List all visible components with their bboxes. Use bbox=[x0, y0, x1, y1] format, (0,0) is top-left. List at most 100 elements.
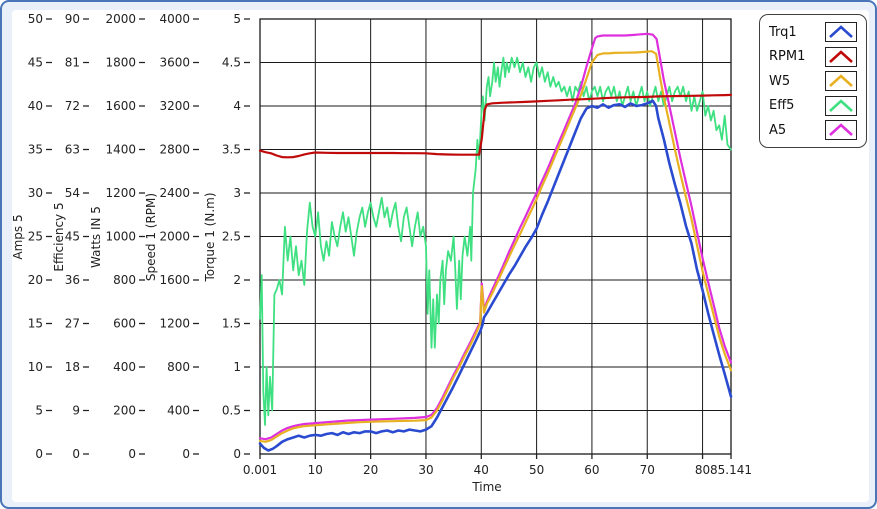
legend-label-rpm1: RPM1 bbox=[769, 49, 806, 64]
series-eff5 bbox=[259, 56, 732, 426]
svg-text:3.5: 3.5 bbox=[222, 143, 241, 157]
svg-text:2.5: 2.5 bbox=[222, 230, 241, 244]
svg-text:400: 400 bbox=[113, 360, 136, 374]
svg-text:1200: 1200 bbox=[105, 186, 136, 200]
svg-text:1000: 1000 bbox=[105, 230, 136, 244]
svg-text:30: 30 bbox=[28, 186, 43, 200]
svg-text:800: 800 bbox=[113, 273, 136, 287]
svg-text:1800: 1800 bbox=[105, 56, 136, 70]
svg-text:25: 25 bbox=[28, 230, 43, 244]
legend-item-a5[interactable]: A5 bbox=[769, 120, 857, 140]
svg-text:45: 45 bbox=[65, 230, 80, 244]
svg-text:Amps 5: Amps 5 bbox=[11, 214, 25, 259]
svg-text:20: 20 bbox=[363, 463, 378, 477]
legend-item-w5[interactable]: W5 bbox=[769, 71, 857, 91]
legend-label-a5: A5 bbox=[769, 122, 787, 138]
svg-text:Watts IN 5: Watts IN 5 bbox=[89, 206, 103, 268]
svg-text:2000: 2000 bbox=[159, 230, 190, 244]
svg-text:1400: 1400 bbox=[105, 143, 136, 157]
svg-text:80: 80 bbox=[695, 463, 710, 477]
legend-item-rpm1[interactable]: RPM1 bbox=[769, 46, 857, 67]
svg-text:9: 9 bbox=[72, 404, 80, 418]
svg-text:40: 40 bbox=[28, 99, 43, 113]
y-axis-watts: 0 200 400 600 800 1000 1200 1400 1600 1800 2000 Wat… bbox=[89, 12, 145, 461]
legend-line-sample-trq1 bbox=[825, 22, 857, 42]
svg-text:72: 72 bbox=[65, 99, 80, 113]
svg-text:Efficiency 5: Efficiency 5 bbox=[52, 202, 66, 271]
svg-text:5: 5 bbox=[35, 404, 43, 418]
svg-text:4000: 4000 bbox=[159, 12, 190, 26]
plot-legend: Trq1 RPM1 W5 Eff5 A5 bbox=[759, 14, 867, 148]
svg-text:10: 10 bbox=[28, 360, 43, 374]
svg-text:0.5: 0.5 bbox=[222, 404, 241, 418]
legend-item-trq1[interactable]: Trq1 bbox=[769, 22, 857, 42]
legend-line-sample-rpm1 bbox=[825, 46, 857, 67]
svg-text:1600: 1600 bbox=[105, 99, 136, 113]
svg-text:0.001: 0.001 bbox=[243, 463, 277, 477]
svg-text:1: 1 bbox=[233, 360, 241, 374]
y-axis-speed: 0 400 800 1200 1600 2000 2400 2800 3200 3600 4000 S… bbox=[144, 12, 199, 461]
svg-text:63: 63 bbox=[65, 143, 80, 157]
svg-text:600: 600 bbox=[113, 317, 136, 331]
svg-text:27: 27 bbox=[65, 317, 80, 331]
svg-text:36: 36 bbox=[65, 273, 80, 287]
series-rpm1 bbox=[258, 93, 733, 159]
svg-text:1600: 1600 bbox=[159, 273, 190, 287]
y-axis-amps: 0 5 10 15 20 25 30 35 40 45 50 Amps 5 bbox=[11, 12, 52, 461]
x-axis: 0.001 10 20 30 40 50 60 70 80 85.141 Time bbox=[243, 454, 752, 494]
svg-text:54: 54 bbox=[65, 186, 80, 200]
svg-text:10: 10 bbox=[308, 463, 323, 477]
svg-text:4: 4 bbox=[233, 99, 241, 113]
svg-text:50: 50 bbox=[529, 463, 544, 477]
svg-text:Speed 1 (RPM): Speed 1 (RPM) bbox=[144, 193, 158, 281]
svg-text:2800: 2800 bbox=[159, 143, 190, 157]
y-axis-torque: 0 0.5 1 1.5 2 2.5 3 3.5 4 4.5 5 Torque 1 (N.m) bbox=[203, 12, 250, 461]
legend-label-trq1: Trq1 bbox=[769, 24, 797, 40]
graph-panel bbox=[12, 10, 869, 502]
y-axis-efficiency: 0 9 18 27 36 45 54 63 72 81 90 Efficiency 5 bbox=[52, 12, 89, 461]
svg-text:0: 0 bbox=[233, 447, 241, 461]
legend-line-sample-w5 bbox=[825, 71, 857, 91]
svg-text:60: 60 bbox=[584, 463, 599, 477]
legend-label-w5: W5 bbox=[769, 73, 791, 89]
svg-text:2000: 2000 bbox=[105, 12, 136, 26]
legend-line-sample-a5 bbox=[825, 120, 857, 140]
svg-text:0: 0 bbox=[182, 447, 190, 461]
svg-text:50: 50 bbox=[28, 12, 43, 26]
series-a5 bbox=[258, 32, 733, 441]
svg-text:2: 2 bbox=[233, 273, 241, 287]
svg-text:1.5: 1.5 bbox=[222, 317, 241, 331]
svg-text:800: 800 bbox=[167, 360, 190, 374]
svg-text:15: 15 bbox=[28, 317, 43, 331]
svg-text:0: 0 bbox=[72, 447, 80, 461]
svg-text:0: 0 bbox=[128, 447, 136, 461]
svg-text:5: 5 bbox=[233, 12, 241, 26]
legend-line-sample-eff5 bbox=[825, 95, 857, 116]
legend-label-eff5: Eff5 bbox=[769, 98, 795, 113]
svg-text:3600: 3600 bbox=[159, 56, 190, 70]
svg-text:20: 20 bbox=[28, 273, 43, 287]
svg-text:Torque 1 (N.m): Torque 1 (N.m) bbox=[203, 192, 217, 282]
svg-text:4.5: 4.5 bbox=[222, 56, 241, 70]
legend-item-eff5[interactable]: Eff5 bbox=[769, 95, 857, 116]
svg-text:70: 70 bbox=[640, 463, 655, 477]
svg-text:30: 30 bbox=[418, 463, 433, 477]
svg-text:3: 3 bbox=[233, 186, 241, 200]
svg-text:400: 400 bbox=[167, 404, 190, 418]
series-w5 bbox=[258, 50, 733, 443]
svg-text:40: 40 bbox=[474, 463, 489, 477]
svg-text:81: 81 bbox=[65, 56, 80, 70]
series-trq1 bbox=[258, 99, 733, 452]
x-axis-title: Time bbox=[471, 480, 501, 494]
svg-text:1200: 1200 bbox=[159, 317, 190, 331]
svg-text:18: 18 bbox=[65, 360, 80, 374]
svg-text:85.141: 85.141 bbox=[710, 463, 752, 477]
svg-text:200: 200 bbox=[113, 404, 136, 418]
svg-text:0: 0 bbox=[35, 447, 43, 461]
svg-text:90: 90 bbox=[65, 12, 80, 26]
svg-text:3200: 3200 bbox=[159, 99, 190, 113]
svg-text:35: 35 bbox=[28, 143, 43, 157]
svg-text:2400: 2400 bbox=[159, 186, 190, 200]
